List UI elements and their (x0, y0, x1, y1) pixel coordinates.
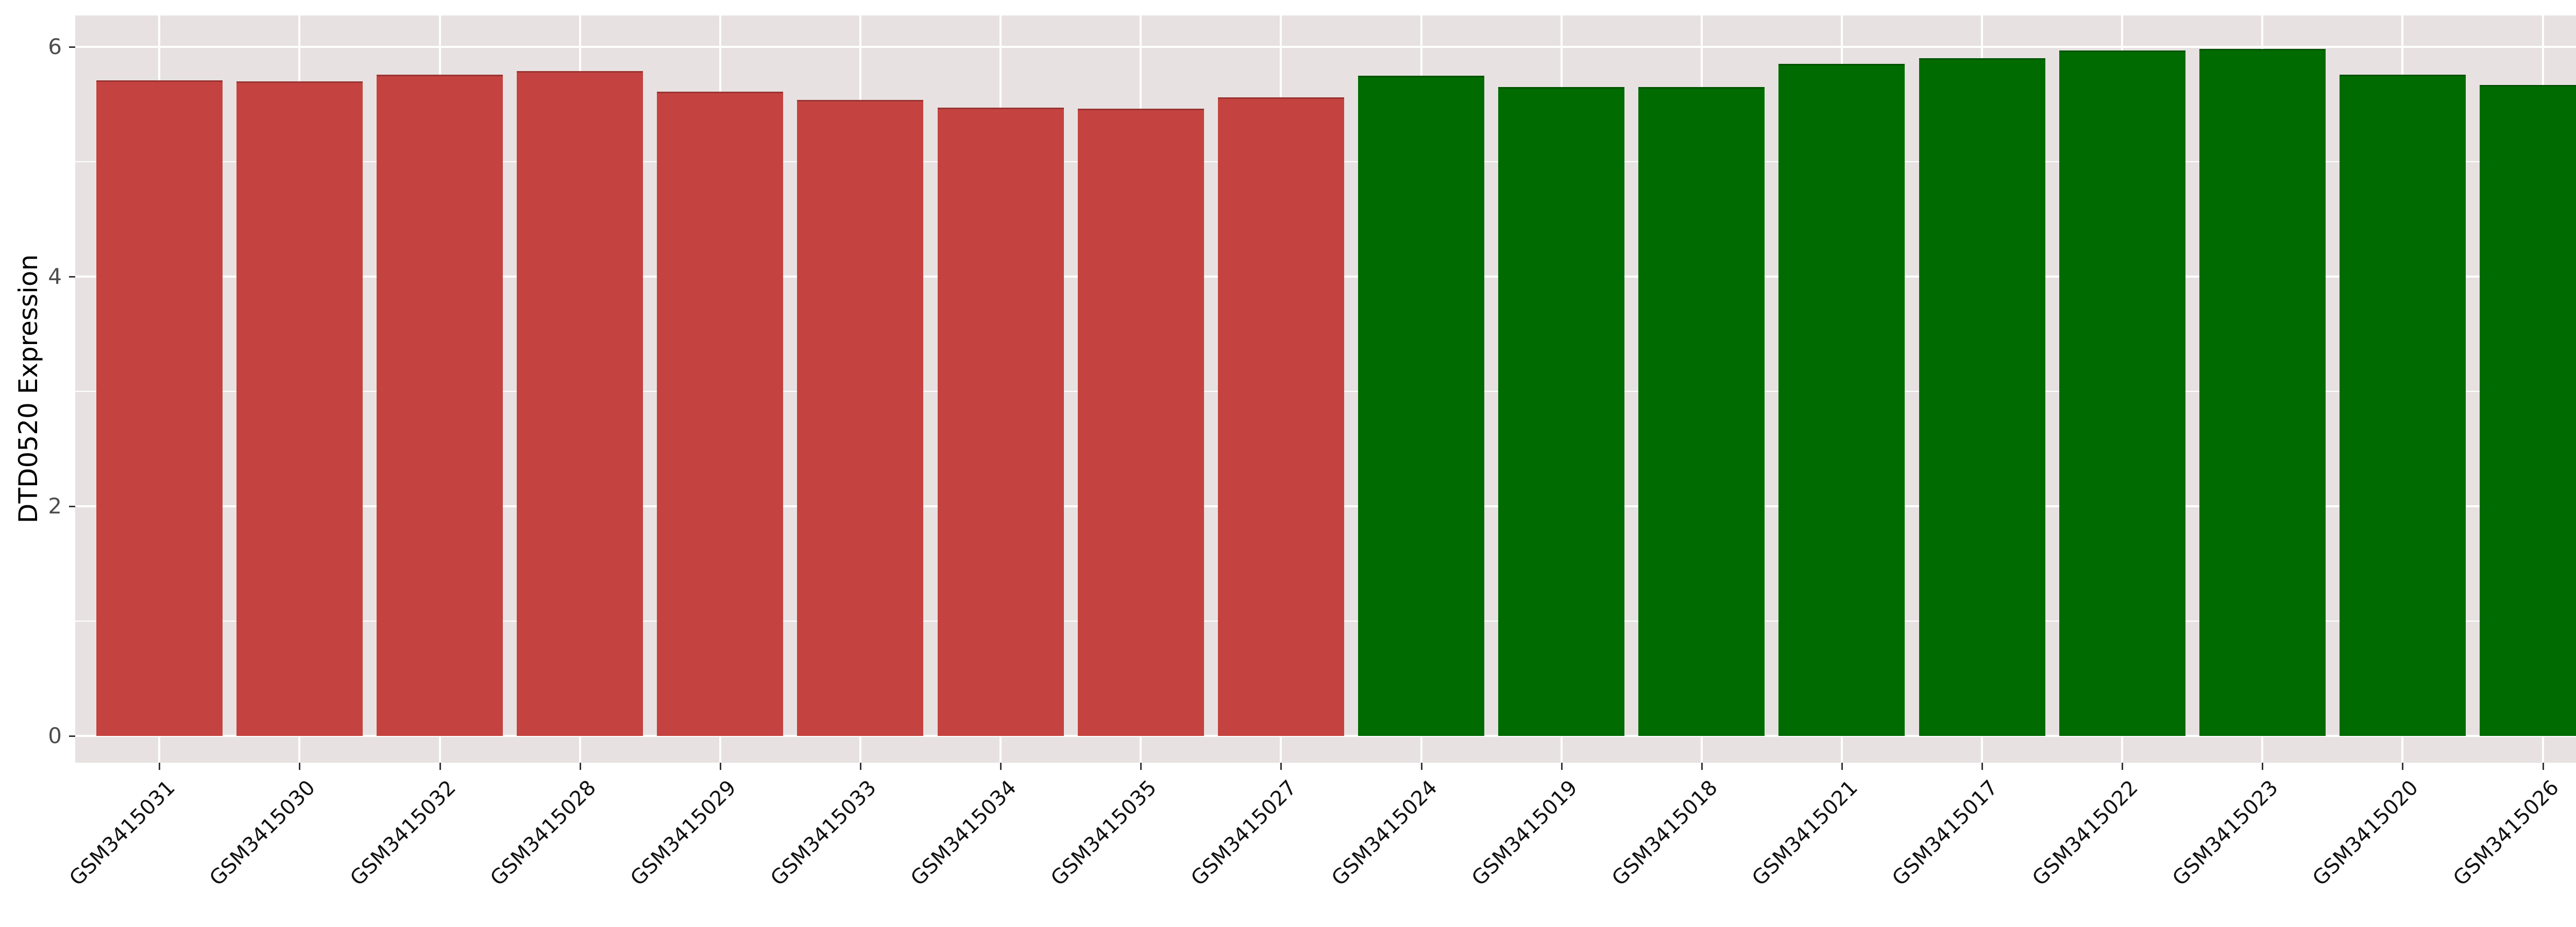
y-tick-label: 4 (48, 264, 62, 289)
x-tick-mark (720, 763, 721, 770)
bar-GSM3415022 (2059, 50, 2185, 736)
x-tick-label: GSM3415018 (1607, 776, 1722, 891)
x-tick-mark (299, 763, 300, 770)
x-tick-mark (2122, 763, 2123, 770)
bar-GSM3415023 (2199, 49, 2326, 736)
x-tick-label: GSM3415021 (1748, 776, 1862, 891)
y-tick-mark (69, 46, 75, 48)
x-tick-mark (2543, 763, 2544, 770)
y-tick-mark (69, 735, 75, 737)
x-tick-label: GSM3415022 (2028, 776, 2143, 891)
plot-panel (75, 15, 2576, 763)
x-tick-label: GSM3415032 (346, 776, 461, 891)
y-axis-title: DTD0520 Expression (13, 254, 43, 524)
x-tick-mark (1561, 763, 1563, 770)
bar-GSM3415032 (377, 75, 503, 736)
bar-GSM3415034 (938, 108, 1064, 736)
bar-GSM3415024 (1358, 76, 1484, 736)
x-tick-mark (1701, 763, 1703, 770)
x-tick-label: GSM3415026 (2449, 776, 2564, 891)
x-tick-label: GSM3415029 (626, 776, 741, 891)
x-tick-mark (1000, 763, 1002, 770)
x-tick-label: GSM3415024 (1327, 776, 1442, 891)
x-tick-mark (1280, 763, 1282, 770)
bar-GSM3415028 (517, 71, 643, 736)
y-major-gridline (75, 735, 2576, 737)
bar-GSM3415018 (1638, 87, 1765, 736)
x-tick-label: GSM3415020 (2308, 776, 2423, 891)
x-tick-label: GSM3415033 (766, 776, 881, 891)
x-tick-mark (159, 763, 160, 770)
bar-GSM3415035 (1078, 109, 1204, 736)
x-tick-label: GSM3415023 (2168, 776, 2283, 891)
bar-GSM3415026 (2480, 85, 2576, 736)
bar-GSM3415031 (96, 80, 223, 736)
x-tick-label: GSM3415031 (65, 776, 180, 891)
x-tick-label: GSM3415027 (1187, 776, 1301, 891)
y-tick-label: 6 (48, 34, 62, 59)
x-tick-label: GSM3415030 (205, 776, 320, 891)
x-tick-label: GSM3415035 (1046, 776, 1161, 891)
bar-GSM3415033 (797, 100, 923, 736)
x-tick-mark (1841, 763, 1843, 770)
x-tick-mark (2402, 763, 2403, 770)
x-tick-label: GSM3415017 (1888, 776, 2003, 891)
x-tick-label: GSM3415019 (1467, 776, 1582, 891)
y-major-gridline (75, 46, 2576, 48)
y-tick-label: 2 (48, 493, 62, 519)
x-tick-mark (580, 763, 581, 770)
bar-GSM3415029 (657, 92, 783, 736)
x-tick-mark (860, 763, 861, 770)
y-tick-mark (69, 276, 75, 278)
bar-GSM3415020 (2340, 75, 2466, 736)
x-tick-mark (1981, 763, 1983, 770)
bar-GSM3415017 (1919, 58, 2045, 736)
bar-GSM3415021 (1778, 64, 1905, 736)
x-tick-mark (1421, 763, 1422, 770)
bar-GSM3415019 (1498, 87, 1624, 736)
x-tick-mark (1140, 763, 1142, 770)
y-tick-label: 0 (48, 723, 62, 748)
x-tick-mark (439, 763, 441, 770)
x-tick-mark (2262, 763, 2263, 770)
x-tick-label: GSM3415028 (486, 776, 601, 891)
x-tick-label: GSM3415034 (906, 776, 1021, 891)
bar-GSM3415027 (1218, 97, 1344, 736)
y-tick-mark (69, 506, 75, 507)
bar-GSM3415030 (236, 81, 363, 736)
